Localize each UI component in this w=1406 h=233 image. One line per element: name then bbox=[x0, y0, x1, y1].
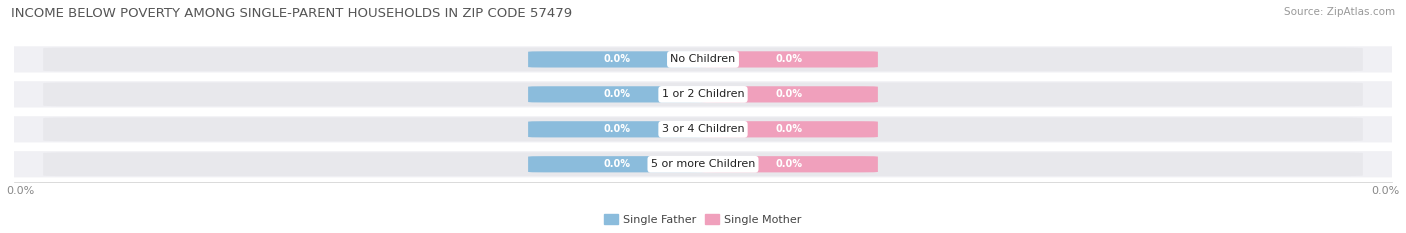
Text: INCOME BELOW POVERTY AMONG SINGLE-PARENT HOUSEHOLDS IN ZIP CODE 57479: INCOME BELOW POVERTY AMONG SINGLE-PARENT… bbox=[11, 7, 572, 20]
FancyBboxPatch shape bbox=[44, 117, 1362, 141]
FancyBboxPatch shape bbox=[529, 51, 706, 68]
Text: 0.0%: 0.0% bbox=[603, 159, 630, 169]
Text: 3 or 4 Children: 3 or 4 Children bbox=[662, 124, 744, 134]
FancyBboxPatch shape bbox=[0, 116, 1406, 142]
FancyBboxPatch shape bbox=[529, 156, 706, 172]
Text: 0.0%: 0.0% bbox=[603, 124, 630, 134]
FancyBboxPatch shape bbox=[700, 121, 877, 137]
FancyBboxPatch shape bbox=[529, 86, 706, 103]
Text: 1 or 2 Children: 1 or 2 Children bbox=[662, 89, 744, 99]
Legend: Single Father, Single Mother: Single Father, Single Mother bbox=[600, 210, 806, 229]
Text: 0.0%: 0.0% bbox=[603, 55, 630, 64]
Text: 0.0%: 0.0% bbox=[776, 89, 803, 99]
Text: 0.0%: 0.0% bbox=[776, 159, 803, 169]
FancyBboxPatch shape bbox=[700, 86, 877, 103]
FancyBboxPatch shape bbox=[0, 81, 1406, 107]
Text: No Children: No Children bbox=[671, 55, 735, 64]
FancyBboxPatch shape bbox=[529, 121, 706, 137]
Text: 5 or more Children: 5 or more Children bbox=[651, 159, 755, 169]
Text: 0.0%: 0.0% bbox=[776, 124, 803, 134]
FancyBboxPatch shape bbox=[0, 46, 1406, 72]
FancyBboxPatch shape bbox=[44, 152, 1362, 176]
Text: 0.0%: 0.0% bbox=[603, 89, 630, 99]
Text: Source: ZipAtlas.com: Source: ZipAtlas.com bbox=[1284, 7, 1395, 17]
FancyBboxPatch shape bbox=[44, 82, 1362, 106]
FancyBboxPatch shape bbox=[700, 51, 877, 68]
Text: 0.0%: 0.0% bbox=[776, 55, 803, 64]
FancyBboxPatch shape bbox=[44, 48, 1362, 71]
FancyBboxPatch shape bbox=[700, 156, 877, 172]
FancyBboxPatch shape bbox=[0, 151, 1406, 177]
